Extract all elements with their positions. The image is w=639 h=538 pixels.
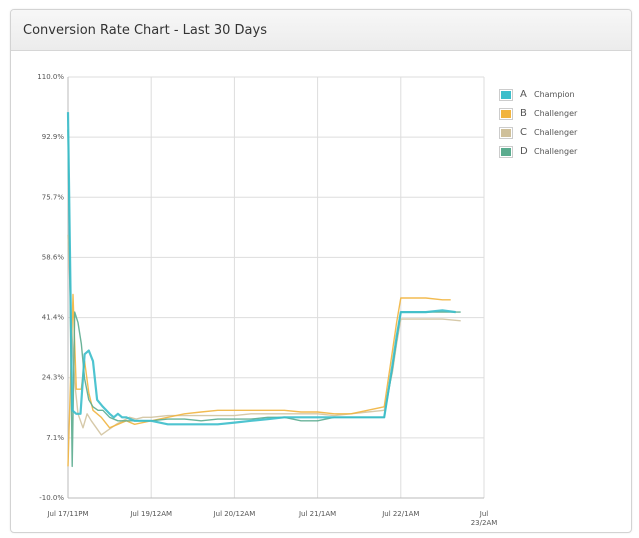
y-tick-label: 92.9% [42, 133, 65, 141]
x-tick-label: Jul 20/12AM [213, 510, 256, 518]
chart-panel: Conversion Rate Chart - Last 30 Days -10… [10, 9, 632, 533]
x-tick-label: Jul 22/1AM [381, 510, 419, 518]
legend-name-d: Challenger [534, 147, 578, 156]
y-tick-label: 75.7% [42, 193, 65, 201]
legend-name-c: Challenger [534, 128, 578, 137]
x-tick-label: 23/2AM [471, 519, 498, 527]
chart-legend: A Champion B Challenger C Challenger D C… [499, 85, 577, 161]
y-tick-label: 41.4% [42, 314, 65, 322]
legend-item-b[interactable]: B Challenger [499, 104, 577, 123]
chart-title: Conversion Rate Chart - Last 30 Days [23, 22, 267, 38]
legend-swatch-d [499, 145, 513, 158]
legend-name-b: Challenger [534, 109, 578, 118]
legend-letter-a: A [520, 89, 527, 100]
panel-header: Conversion Rate Chart - Last 30 Days [11, 10, 631, 51]
legend-swatch-a [499, 88, 513, 101]
series-line-c [67, 234, 461, 436]
x-tick-label: Jul [479, 510, 489, 518]
y-tick-label: -10.0% [39, 494, 64, 502]
series-line-b [67, 293, 451, 467]
series-line-a [66, 112, 456, 426]
x-tick-label: Jul 17/11PM [46, 510, 88, 518]
legend-letter-b: B [520, 108, 527, 119]
legend-letter-c: C [520, 127, 527, 138]
legend-item-c[interactable]: C Challenger [499, 123, 577, 142]
legend-swatch-c [499, 126, 513, 139]
legend-letter-d: D [520, 146, 528, 157]
conversion-rate-chart: -10.0% 7.1% 24.3% 41.4% 58.6% 75.7% 92.9% 110.0… [37, 73, 498, 527]
legend-swatch-b [499, 107, 513, 120]
y-tick-label: 24.3% [42, 374, 65, 382]
y-tick-label: 110.0% [37, 73, 64, 81]
legend-item-d[interactable]: D Challenger [499, 142, 577, 161]
x-tick-label: Jul 21/1AM [298, 510, 336, 518]
y-tick-label: 7.1% [46, 434, 64, 442]
x-tick-label: Jul 19/12AM [129, 510, 172, 518]
legend-name-a: Champion [534, 90, 575, 99]
legend-item-a[interactable]: A Champion [499, 85, 577, 104]
y-tick-label: 58.6% [42, 253, 65, 261]
